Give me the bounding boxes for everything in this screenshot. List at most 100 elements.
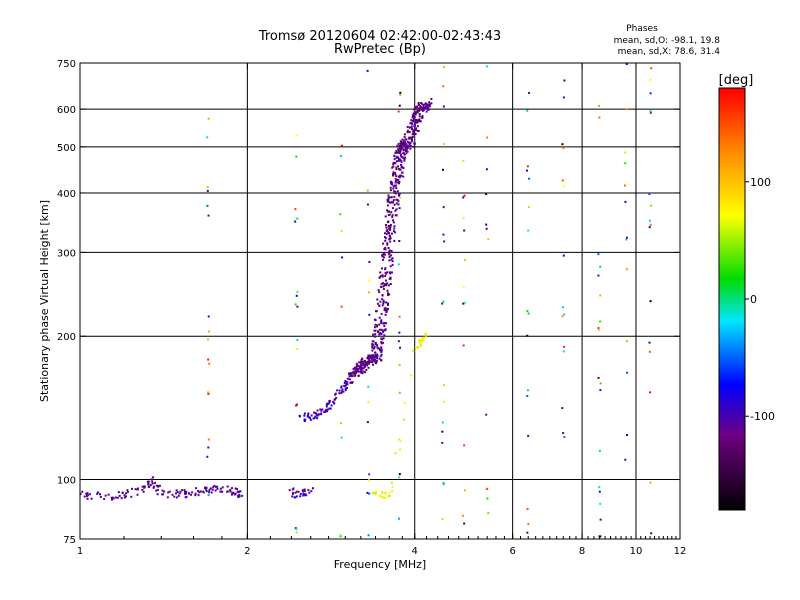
data-point bbox=[392, 221, 395, 224]
data-point bbox=[151, 480, 154, 483]
data-point bbox=[367, 366, 370, 369]
colorbar-segment bbox=[719, 464, 745, 466]
data-point bbox=[403, 418, 406, 421]
data-point bbox=[405, 149, 408, 152]
colorbar-segment bbox=[719, 382, 745, 384]
data-point bbox=[378, 347, 381, 350]
data-point bbox=[380, 491, 383, 494]
data-point bbox=[197, 494, 200, 497]
data-point bbox=[399, 140, 402, 143]
data-point bbox=[413, 124, 416, 127]
colorbar-segment bbox=[719, 214, 745, 216]
colorbar-segment bbox=[719, 196, 745, 198]
data-point bbox=[414, 345, 417, 348]
colorbar-segment bbox=[719, 400, 745, 402]
colorbar-segment bbox=[719, 486, 745, 488]
data-point bbox=[374, 493, 377, 496]
data-point bbox=[339, 535, 342, 538]
data-point bbox=[373, 360, 376, 363]
x-tick-label: 1 bbox=[77, 546, 83, 557]
data-point bbox=[207, 446, 210, 449]
colorbar-segment bbox=[719, 110, 745, 112]
data-point bbox=[194, 494, 197, 497]
data-point bbox=[403, 402, 406, 405]
data-point bbox=[328, 399, 331, 402]
data-point bbox=[399, 158, 402, 161]
x-axis-label: Frequency [MHz] bbox=[334, 558, 426, 571]
data-point bbox=[340, 386, 343, 389]
data-point bbox=[374, 354, 377, 357]
data-point bbox=[409, 141, 412, 144]
data-point bbox=[366, 69, 369, 72]
data-point bbox=[366, 203, 369, 206]
data-point bbox=[385, 322, 388, 325]
data-point bbox=[562, 306, 565, 309]
data-point bbox=[422, 103, 425, 106]
data-point bbox=[157, 485, 160, 488]
colorbar-segment bbox=[719, 424, 745, 426]
data-point bbox=[526, 169, 529, 172]
data-point bbox=[441, 302, 444, 305]
colorbar-segment bbox=[719, 354, 745, 356]
data-point bbox=[208, 362, 211, 365]
colorbar-segment bbox=[719, 294, 745, 296]
data-point bbox=[307, 489, 310, 492]
colorbar-segment bbox=[719, 340, 745, 342]
data-point bbox=[562, 254, 565, 257]
data-point bbox=[382, 299, 385, 302]
data-point bbox=[442, 400, 445, 403]
data-point bbox=[390, 200, 393, 203]
colorbar-segment bbox=[719, 224, 745, 226]
data-point bbox=[372, 355, 375, 358]
data-point bbox=[96, 492, 99, 495]
colorbar-segment bbox=[719, 482, 745, 484]
data-point bbox=[134, 488, 137, 491]
data-point bbox=[426, 106, 429, 109]
data-point bbox=[411, 128, 414, 131]
data-point bbox=[374, 356, 377, 359]
data-point bbox=[399, 440, 402, 443]
data-point bbox=[487, 238, 490, 241]
data-point bbox=[360, 365, 363, 368]
data-point bbox=[202, 490, 205, 493]
data-point bbox=[334, 398, 337, 401]
data-point bbox=[241, 494, 244, 497]
data-point bbox=[367, 534, 370, 537]
colorbar-segment bbox=[719, 352, 745, 354]
colorbar-segment bbox=[719, 454, 745, 456]
colorbar-segment bbox=[719, 390, 745, 392]
data-point bbox=[386, 198, 389, 201]
data-point bbox=[384, 246, 387, 249]
colorbar-segment bbox=[719, 226, 745, 228]
data-point bbox=[295, 404, 298, 407]
data-point bbox=[485, 168, 488, 171]
colorbar-segment bbox=[719, 394, 745, 396]
data-point bbox=[357, 364, 360, 367]
data-point bbox=[412, 349, 415, 352]
data-point bbox=[428, 105, 431, 108]
data-point bbox=[526, 165, 529, 168]
colorbar-segment bbox=[719, 408, 745, 410]
data-point bbox=[387, 227, 390, 230]
colorbar-segment bbox=[719, 280, 745, 282]
data-point bbox=[391, 219, 394, 222]
colorbar-segment bbox=[719, 172, 745, 174]
data-point bbox=[397, 203, 400, 206]
data-point bbox=[371, 358, 374, 361]
data-point bbox=[391, 215, 394, 218]
data-point bbox=[325, 410, 328, 413]
data-point bbox=[397, 110, 400, 113]
data-point bbox=[111, 496, 114, 499]
data-point bbox=[396, 151, 399, 154]
data-point bbox=[361, 367, 364, 370]
colorbar-segment bbox=[719, 286, 745, 288]
data-point bbox=[394, 162, 397, 165]
colorbar-segment bbox=[719, 156, 745, 158]
colorbar-segment bbox=[719, 428, 745, 430]
colorbar-segment bbox=[719, 330, 745, 332]
y-tick-label: 500 bbox=[57, 143, 76, 154]
data-point bbox=[374, 323, 377, 326]
data-point bbox=[394, 178, 397, 181]
colorbar-segment bbox=[719, 310, 745, 312]
data-point bbox=[295, 495, 298, 498]
